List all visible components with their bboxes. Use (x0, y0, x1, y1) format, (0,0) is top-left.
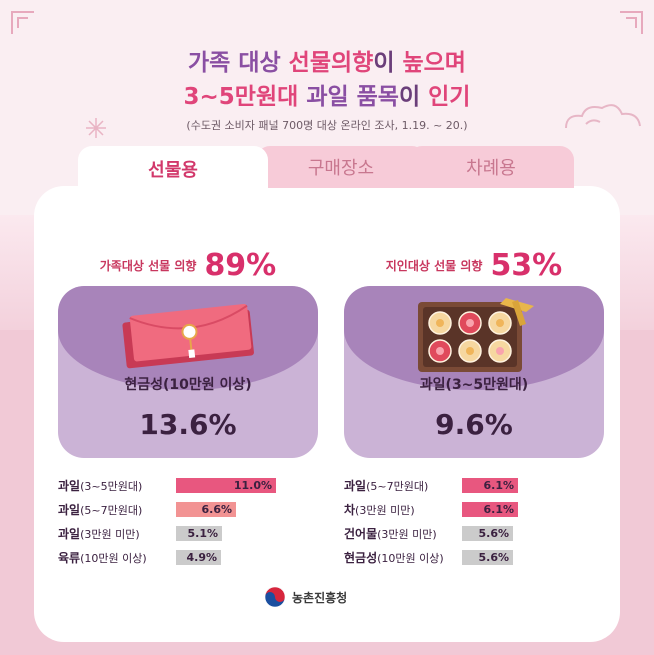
acquaintance-bar-list: 과일(5~7만원대) 6.1% 차(3만원 미만) 6.1% 건어물(3만원 미만) 5.… (344, 474, 604, 568)
bar-label-detail: (3만원 미만) (377, 527, 437, 541)
bar-label-main: 육류 (58, 550, 81, 565)
corner-ornament-left-icon (11, 11, 34, 34)
taegeuk-icon (264, 586, 286, 608)
bar-label-detail: (3만원 미만) (355, 503, 415, 517)
bar-value: 4.9% (186, 550, 217, 564)
family-intent-percent: 89% (204, 247, 277, 283)
bar-value: 6.1% (483, 502, 514, 516)
title-segment: 3~5만원대 (183, 84, 307, 110)
title-segment: 이 (373, 50, 403, 76)
acquaintance-top-item: 과일(3~5만원대) (419, 377, 529, 393)
family-headline: 가족대상 선물 의향 89% (58, 246, 318, 284)
tab-purchase-place[interactable]: 구매장소 (256, 146, 426, 188)
bar-label: 차(3만원 미만) (344, 501, 462, 518)
bar-label-main: 차 (344, 502, 356, 517)
bar-label-main: 과일 (58, 526, 81, 541)
family-gift-panel: 가족대상 선물 의향 89% 현금성(10만원 이상) 13.6% 과일(3~5… (58, 246, 318, 570)
title-segment: 과일 품목 (306, 84, 399, 110)
bar: 6.1% (462, 477, 518, 493)
fruit-box-icon (418, 298, 534, 372)
tab-gift[interactable]: 선물용 (78, 146, 268, 192)
agency-logo: 농촌진흥청 (264, 586, 347, 608)
page-title: 가족 대상 선물의향이 높으며 3~5만원대 과일 품목이 인기 (0, 46, 654, 114)
bar-row: 차(3만원 미만) 6.1% (344, 498, 604, 520)
bar-label-detail: (10만원 이상) (377, 551, 444, 565)
envelope-icon (122, 304, 254, 369)
bar-value: 5.1% (187, 526, 218, 540)
acquaintance-headline: 지인대상 선물 의향 53% (344, 246, 604, 284)
bar-label-main: 현금성 (344, 550, 378, 565)
bar: 5.6% (462, 549, 513, 565)
title-line-1: 가족 대상 선물의향이 높으며 (0, 46, 654, 80)
acquaintance-gift-panel: 지인대상 선물 의향 53% 과일(3~5만원대) 9.6% 과일(5~7만원대… (344, 246, 604, 570)
family-intent-label: 가족대상 선물 의향 (99, 258, 197, 273)
family-top-value: 13.6% (139, 408, 237, 441)
bar-value: 6.1% (483, 478, 514, 492)
bar-value: 6.6% (201, 502, 232, 516)
bar-label: 과일(3만원 미만) (58, 525, 176, 542)
bar-label-detail: (3만원 미만) (80, 527, 140, 541)
tab-bar: 선물용 구매장소 차례용 (78, 146, 574, 192)
bar: 5.6% (462, 525, 513, 541)
acquaintance-top-value: 9.6% (435, 408, 513, 441)
bar-row: 과일(3~5만원대) 11.0% (58, 474, 318, 496)
bar-label: 건어물(3만원 미만) (344, 525, 462, 542)
bar-label-detail: (5~7만원대) (366, 479, 429, 493)
bar-label: 육류(10만원 이상) (58, 549, 176, 566)
content-card: 가족대상 선물 의향 89% 현금성(10만원 이상) 13.6% 과일(3~5… (34, 186, 620, 642)
bar-label-detail: (10만원 이상) (80, 551, 147, 565)
bar-label-main: 과일 (58, 502, 81, 517)
family-bar-list: 과일(3~5만원대) 11.0% 과일(5~7만원대) 6.6% 과일(3만원 미만) 5… (58, 474, 318, 568)
bar: 6.1% (462, 501, 518, 517)
bar: 11.0% (176, 477, 276, 493)
family-top-item-box: 현금성(10만원 이상) 13.6% (58, 286, 318, 458)
title-line-2: 3~5만원대 과일 품목이 인기 (0, 80, 654, 114)
bar-label-detail: (3~5만원대) (80, 479, 143, 493)
bar-label: 현금성(10만원 이상) (344, 549, 462, 566)
bar-row: 과일(5~7만원대) 6.1% (344, 474, 604, 496)
bar-row: 현금성(10만원 이상) 5.6% (344, 546, 604, 568)
title-segment: 높으며 (402, 50, 466, 76)
acquaintance-intent-percent: 53% (490, 247, 563, 283)
agency-name: 농촌진흥청 (292, 590, 348, 605)
bar: 4.9% (176, 549, 221, 565)
bar: 6.6% (176, 501, 236, 517)
bar-row: 과일(5~7만원대) 6.6% (58, 498, 318, 520)
bar-label: 과일(5~7만원대) (344, 477, 462, 494)
survey-note: (수도권 소비자 패널 700명 대상 온라인 조사, 1.19. ~ 20.) (186, 119, 468, 132)
bar-label-main: 과일 (58, 478, 81, 493)
bar-label: 과일(3~5만원대) (58, 477, 176, 494)
bar-value: 5.6% (478, 526, 509, 540)
bar-value: 11.0% (233, 478, 272, 492)
bar-value: 5.6% (478, 550, 509, 564)
bar: 5.1% (176, 525, 222, 541)
bar-row: 과일(3만원 미만) 5.1% (58, 522, 318, 544)
cloud-decoration-icon (565, 104, 641, 129)
sparkle-icon (86, 118, 106, 138)
acquaintance-top-item-box: 과일(3~5만원대) 9.6% (344, 286, 604, 458)
title-segment: 이 (398, 84, 429, 110)
bar-row: 건어물(3만원 미만) 5.6% (344, 522, 604, 544)
title-segment: 선물의향 (288, 50, 374, 76)
bar-label-detail: (5~7만원대) (80, 503, 143, 517)
acquaintance-intent-label: 지인대상 선물 의향 (385, 258, 483, 273)
bar-label: 과일(5~7만원대) (58, 501, 176, 518)
title-segment: 인기 (428, 84, 471, 110)
bar-label-main: 건어물 (344, 526, 378, 541)
bar-row: 육류(10만원 이상) 4.9% (58, 546, 318, 568)
corner-ornament-right-icon (620, 11, 643, 34)
bar-label-main: 과일 (344, 478, 367, 493)
title-segment: 가족 대상 (188, 50, 289, 76)
tab-ancestral-rite[interactable]: 차례용 (408, 146, 574, 188)
family-top-item: 현금성(10만원 이상) (124, 377, 252, 393)
